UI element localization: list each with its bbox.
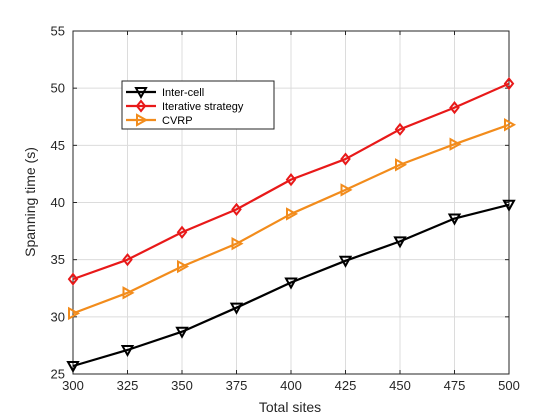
data-point — [340, 183, 353, 197]
grid-lines — [72, 30, 510, 375]
x-tick-label: 425 — [335, 378, 357, 393]
axis-ticks: 300 325 350 375 400 425 450 475 500 25 30 35 40 45 50 5… — [51, 24, 520, 394]
data-point — [66, 360, 80, 374]
data-point — [340, 152, 351, 166]
x-tick-label: 300 — [62, 378, 84, 393]
x-tick-label: 375 — [226, 378, 248, 393]
x-axis-title: Total sites — [259, 399, 321, 415]
y-tick-label: 30 — [51, 309, 65, 324]
y-tick-label: 25 — [51, 367, 65, 382]
data-point — [284, 277, 298, 290]
data-point — [502, 199, 516, 212]
data-point — [447, 213, 462, 226]
legend-marker — [136, 113, 149, 127]
data-point — [286, 207, 299, 221]
data-point — [338, 255, 353, 268]
x-tick-label: 400 — [280, 378, 302, 393]
x-tick-label: 450 — [389, 378, 411, 393]
legend-marker — [135, 99, 147, 113]
data-point — [231, 202, 242, 216]
y-axis-title: Spanning time (s) — [22, 147, 38, 257]
data-point — [175, 326, 189, 339]
data-point — [449, 101, 460, 115]
data-point — [503, 76, 515, 91]
data-point — [122, 253, 133, 267]
data-point — [231, 236, 244, 251]
data-point — [68, 306, 81, 321]
data-point — [504, 118, 517, 132]
y-tick-label: 35 — [51, 252, 65, 267]
data-point — [67, 272, 79, 286]
data-point — [393, 236, 407, 249]
data-point — [449, 137, 462, 151]
series-line — [72, 82, 510, 281]
x-tick-label: 500 — [498, 378, 520, 393]
data-point — [285, 173, 297, 187]
series-line — [72, 123, 510, 315]
y-tick-label: 40 — [51, 195, 65, 210]
series-iterative-strategy — [67, 76, 515, 286]
data-point — [177, 259, 190, 274]
data-point — [395, 158, 408, 172]
y-tick-label: 55 — [51, 24, 65, 39]
data-point — [394, 122, 406, 136]
legend-marker — [134, 87, 148, 100]
data-point — [122, 286, 135, 300]
legend: Inter-cell Iterative strategy CVRP — [121, 80, 275, 130]
legend-label: CVRP — [162, 115, 193, 127]
series-inter-cell — [66, 199, 516, 374]
x-tick-label: 325 — [117, 378, 139, 393]
x-tick-label: 475 — [444, 378, 466, 393]
y-tick-label: 50 — [51, 81, 65, 96]
legend-label: Inter-cell — [162, 87, 204, 99]
series-line — [72, 203, 510, 368]
x-tick-label: 350 — [171, 378, 193, 393]
data-point — [176, 225, 188, 239]
y-tick-label: 45 — [51, 138, 65, 153]
series-cvrp — [68, 118, 517, 321]
data-point — [229, 302, 244, 315]
data-point — [120, 344, 135, 358]
series-layer — [66, 76, 517, 374]
legend-label: Iterative strategy — [162, 101, 244, 113]
